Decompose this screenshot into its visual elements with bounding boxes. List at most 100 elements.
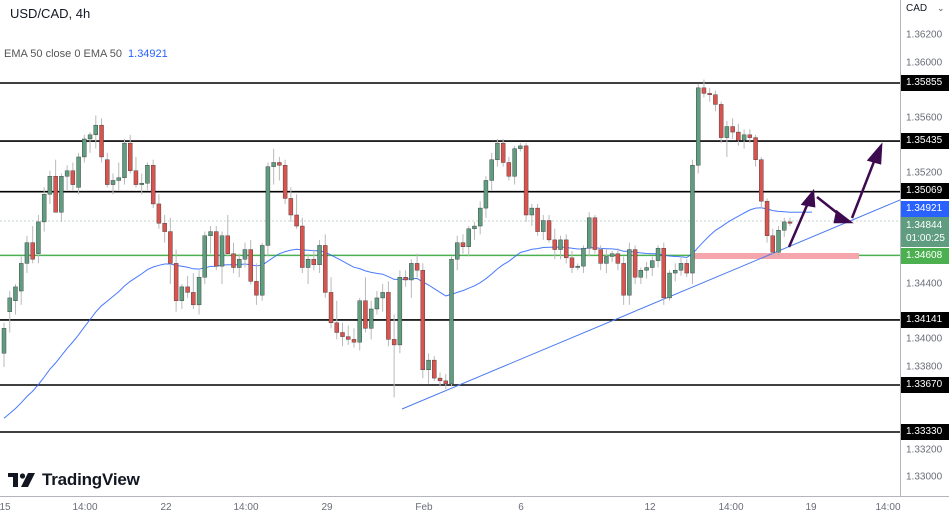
time-tick: 22 xyxy=(160,502,172,513)
candle xyxy=(271,162,276,167)
candle xyxy=(759,159,764,202)
candle xyxy=(59,176,64,213)
candle xyxy=(426,359,431,371)
candle xyxy=(208,231,213,236)
candle xyxy=(231,253,236,268)
chevron-down-icon[interactable]: ⌄ xyxy=(937,3,945,13)
level-tag-1.33670: 1.33670 xyxy=(901,377,949,393)
current-price-value: 1.34844 xyxy=(906,220,943,231)
candle xyxy=(150,165,156,205)
candle xyxy=(225,235,230,254)
projection-arrows[interactable] xyxy=(787,142,883,248)
candle xyxy=(609,253,615,257)
candle xyxy=(214,231,219,267)
candle xyxy=(19,263,24,292)
currency-selector[interactable]: CAD xyxy=(906,3,928,14)
tradingview-logo-icon xyxy=(8,472,35,487)
time-tick: 14:00 xyxy=(72,502,98,513)
candle xyxy=(621,263,626,296)
candle xyxy=(7,297,12,312)
candle xyxy=(512,148,517,177)
candlestick-series xyxy=(1,79,793,398)
candle xyxy=(311,259,317,265)
candle xyxy=(248,249,253,282)
candle xyxy=(363,300,368,329)
time-axis[interactable] xyxy=(0,496,949,517)
candle xyxy=(506,162,512,177)
symbol-title[interactable]: USD/CAD, 4h xyxy=(10,6,91,21)
candle xyxy=(638,270,644,278)
candle xyxy=(787,221,793,224)
ascending-trendline[interactable] xyxy=(401,199,900,410)
candle xyxy=(414,263,420,271)
price-tick: 1.33800 xyxy=(906,361,943,373)
candle xyxy=(455,242,460,260)
candle xyxy=(403,276,408,281)
level-tag-1.34141: 1.34141 xyxy=(901,312,949,328)
candle xyxy=(116,177,121,181)
candle xyxy=(632,249,638,278)
price-tick: 1.36000 xyxy=(906,57,943,69)
level-tag-1.35855: 1.35855 xyxy=(901,75,949,91)
time-tick: 14:00 xyxy=(718,502,744,513)
price-chart-plot[interactable] xyxy=(0,0,900,496)
candle xyxy=(604,256,609,264)
candle xyxy=(277,162,282,166)
candle xyxy=(70,170,76,185)
candle xyxy=(518,145,523,149)
candle xyxy=(41,194,47,223)
candle xyxy=(673,270,678,274)
candle xyxy=(110,180,116,185)
time-tick: Feb xyxy=(415,502,433,513)
candle xyxy=(328,292,334,324)
ema-value-tag: 1.34921 xyxy=(901,201,949,217)
candle xyxy=(695,87,701,166)
candle xyxy=(237,259,242,268)
tradingview-logo[interactable]: TradingView xyxy=(8,470,140,490)
candle xyxy=(437,377,443,382)
candle xyxy=(644,267,649,271)
indicator-legend[interactable]: EMA 50 close 0 EMA 50 1.34921 xyxy=(4,48,168,60)
candle xyxy=(655,247,661,261)
candle xyxy=(82,138,87,158)
candle xyxy=(357,300,362,343)
candle xyxy=(592,217,598,250)
candle xyxy=(460,242,466,247)
candle xyxy=(564,239,569,259)
candle xyxy=(122,142,127,178)
candle xyxy=(340,332,345,337)
candle xyxy=(575,265,580,268)
candle xyxy=(432,359,437,379)
candle xyxy=(128,142,133,171)
candle xyxy=(162,223,167,232)
candle xyxy=(420,270,426,371)
candle xyxy=(650,260,655,268)
candle xyxy=(569,257,575,268)
candle xyxy=(718,104,724,138)
demand-zone[interactable] xyxy=(693,253,859,259)
tradingview-logo-text: TradingView xyxy=(42,470,140,489)
candle xyxy=(265,166,271,246)
candle xyxy=(782,221,787,231)
candle xyxy=(219,235,225,267)
candle xyxy=(449,259,454,384)
candle xyxy=(76,156,81,188)
candle xyxy=(736,131,741,141)
candle xyxy=(581,247,586,267)
time-tick: 14:00 xyxy=(875,502,901,513)
candle xyxy=(466,228,471,247)
candle xyxy=(173,263,179,301)
candle xyxy=(443,380,448,384)
candle xyxy=(145,165,150,184)
candle xyxy=(105,159,110,185)
level-tag-1.35435: 1.35435 xyxy=(901,133,949,149)
candle xyxy=(156,203,162,224)
candle xyxy=(317,245,322,265)
candle xyxy=(523,145,529,216)
candle xyxy=(53,176,58,213)
candle xyxy=(477,207,483,227)
candle xyxy=(139,183,144,185)
time-tick: 29 xyxy=(321,502,333,513)
price-tick: 1.35600 xyxy=(906,112,943,124)
